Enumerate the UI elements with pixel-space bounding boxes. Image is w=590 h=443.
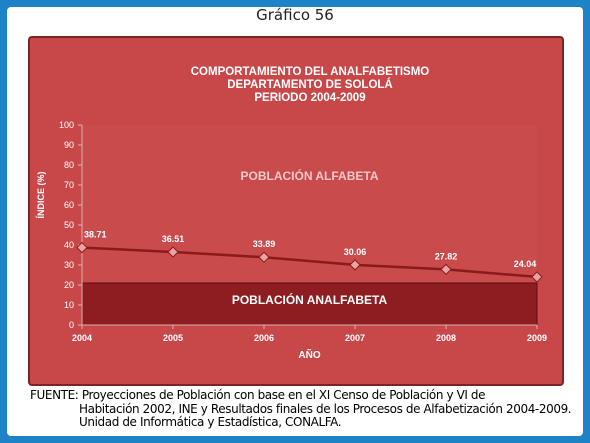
data-label: 30.06 — [344, 247, 367, 257]
chart-title-line-2: DEPARTAMENTO DE SOLOLÁ — [227, 79, 393, 91]
series-line — [81, 246, 538, 279]
y-axis-label: ÍNDICE (%) — [36, 171, 46, 218]
x-axis-label: AÑO — [298, 348, 320, 361]
y-tick-label: 100 — [59, 120, 74, 130]
y-tick-label: 20 — [64, 280, 74, 290]
x-tick-label: 2008 — [436, 333, 456, 343]
y-tick-label: 0 — [69, 320, 74, 330]
y-tick-label: 90 — [64, 140, 74, 150]
source-line-1: FUENTE: Proyecciones de Población con ba… — [30, 388, 486, 402]
y-tick-label: 70 — [64, 180, 74, 190]
data-point — [440, 263, 452, 276]
annotation-literate: POBLACIÓN ALFABETA — [241, 168, 379, 183]
data-point — [76, 241, 88, 254]
data-point — [167, 246, 179, 258]
x-tick-label: 2007 — [345, 333, 365, 343]
data-label: 33.89 — [253, 239, 276, 249]
annotation-illiterate: POBLACIÓN ANALFABETA — [232, 292, 388, 307]
x-tick-label: 2005 — [163, 333, 183, 343]
illiterate-band — [81, 282, 538, 326]
data-label: 27.82 — [435, 251, 458, 261]
data-point — [258, 251, 270, 263]
data-point — [349, 259, 361, 271]
y-tick-label: 60 — [64, 200, 74, 210]
source-line-2: Habitación 2002, INE y Resultados finale… — [79, 401, 572, 416]
y-tick-label: 10 — [64, 300, 74, 310]
data-label: 36.51 — [162, 234, 185, 244]
y-tick-label: 40 — [64, 240, 74, 250]
x-tick-label: 2006 — [254, 333, 274, 343]
source-note: FUENTE: Proyecciones de Población con ba… — [30, 388, 586, 430]
chart-title-line-3: PERIODO 2004-2009 — [254, 92, 366, 104]
y-tick-label: 50 — [64, 220, 74, 230]
y-tick-label: 80 — [64, 160, 74, 170]
chart-title-line-1: COMPORTAMIENTO DEL ANALFABETISMO — [190, 66, 430, 78]
data-point — [531, 271, 543, 283]
x-tick-label: 2004 — [72, 333, 92, 343]
data-label: 24.04 — [514, 259, 537, 269]
data-label: 38.71 — [84, 230, 107, 240]
chart-title: COMPORTAMIENTO DEL ANALFABETISMO DEPARTA… — [160, 66, 460, 105]
x-tick-label: 2009 — [527, 333, 547, 343]
graphic-label: Gráfico 56 — [256, 6, 334, 24]
y-tick-label: 30 — [64, 260, 74, 270]
source-line-3: Unidad de Informática y Estadística, CON… — [79, 415, 342, 429]
